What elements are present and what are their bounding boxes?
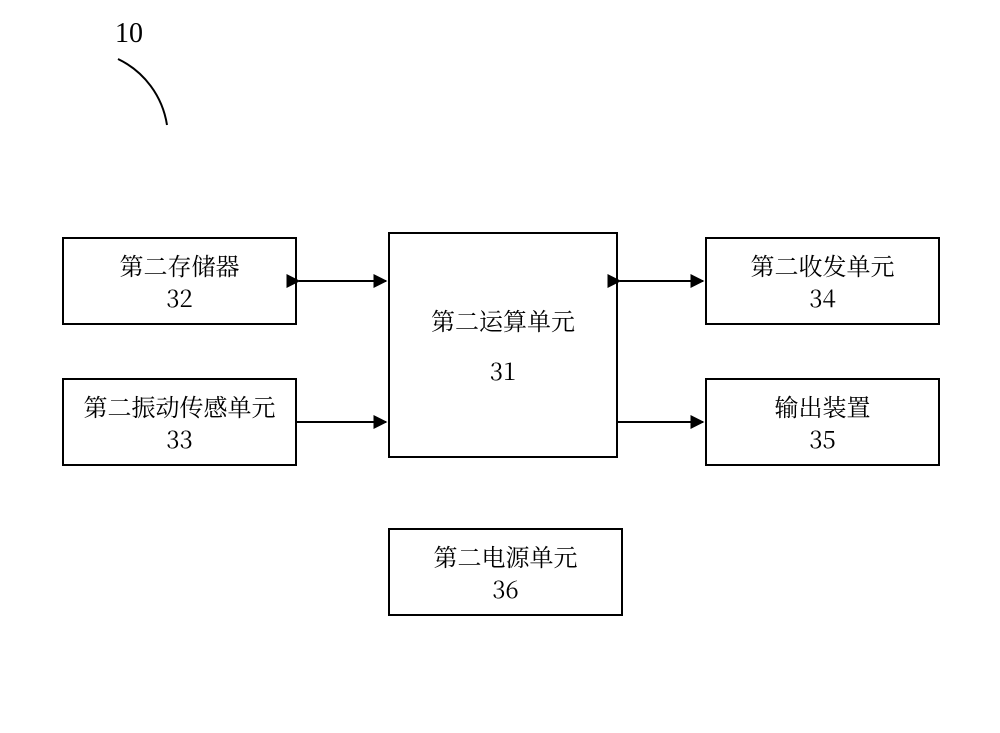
node-top-left: 第二存储器 32	[62, 237, 297, 325]
node-tr-title: 第二收发单元	[751, 249, 895, 281]
node-bottom-title: 第二电源单元	[434, 540, 578, 572]
node-bl-num: 33	[166, 422, 192, 454]
node-center-num: 31	[490, 354, 516, 386]
node-tr-num: 34	[809, 281, 835, 313]
ref-arc	[118, 59, 167, 125]
node-center-title: 第二运算单元	[431, 304, 575, 336]
node-bottom-left: 第二振动传感单元 33	[62, 378, 297, 466]
node-top-right: 第二收发单元 34	[705, 237, 940, 325]
node-bottom-right: 输出装置 35	[705, 378, 940, 466]
node-center: 第二运算单元 31	[388, 232, 618, 458]
node-br-num: 35	[809, 422, 835, 454]
node-bl-title: 第二振动传感单元	[84, 390, 276, 422]
node-bottom-num: 36	[492, 572, 518, 604]
node-br-title: 输出装置	[775, 390, 871, 422]
node-bottom: 第二电源单元 36	[388, 528, 623, 616]
node-tl-num: 32	[166, 281, 192, 313]
node-tl-title: 第二存储器	[120, 249, 240, 281]
figure-ref-label: 10	[115, 18, 143, 50]
